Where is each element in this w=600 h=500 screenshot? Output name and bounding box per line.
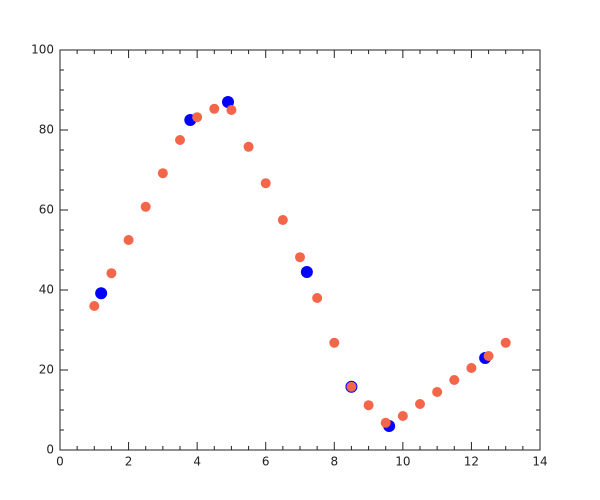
x-tick-label: 0 — [56, 455, 64, 469]
scatter-point — [312, 293, 323, 303]
scatter-point — [260, 178, 271, 189]
plot-frame — [59, 49, 541, 451]
x-tick-label: 4 — [193, 455, 201, 469]
scatter-point — [95, 287, 108, 300]
scatter-point — [140, 201, 151, 212]
scatter-point — [363, 400, 374, 411]
scatter-point — [415, 399, 425, 409]
x-tick-label: 2 — [125, 455, 133, 469]
scatter-point — [243, 141, 254, 152]
y-tick-label: 60 — [39, 203, 54, 217]
scatter-point — [175, 135, 185, 145]
scatter-point — [295, 252, 305, 263]
scatter-point — [222, 96, 234, 108]
scatter-point — [106, 268, 117, 279]
x-tick-label: 12 — [464, 455, 479, 469]
y-tick-label: 20 — [39, 363, 54, 377]
scatter-point — [483, 351, 494, 361]
scatter-point — [192, 112, 203, 123]
scatter-point — [500, 337, 511, 348]
y-tick-label: 80 — [39, 123, 54, 137]
x-tick-label: 6 — [262, 455, 270, 469]
x-tick-label: 8 — [330, 455, 338, 469]
scatter-point — [432, 387, 443, 397]
scatter-point — [300, 266, 313, 278]
scatter-point — [466, 363, 477, 373]
y-tick-label: 0 — [46, 443, 54, 457]
scatter-point — [449, 375, 460, 385]
scatter-point — [226, 105, 237, 115]
scatter-point — [123, 235, 134, 245]
y-tick-label: 100 — [31, 43, 54, 57]
scatter-point — [157, 168, 168, 179]
scatter-point — [380, 417, 391, 428]
y-tick-label: 40 — [39, 283, 54, 297]
scatter-point — [397, 411, 408, 421]
x-tick-label: 14 — [532, 455, 547, 469]
scatter-point — [346, 381, 357, 392]
scatter-point — [277, 215, 288, 225]
scatter-point — [329, 337, 340, 348]
scatter-point — [209, 103, 220, 114]
x-tick-label: 10 — [395, 455, 410, 469]
scatter-point — [89, 301, 100, 311]
